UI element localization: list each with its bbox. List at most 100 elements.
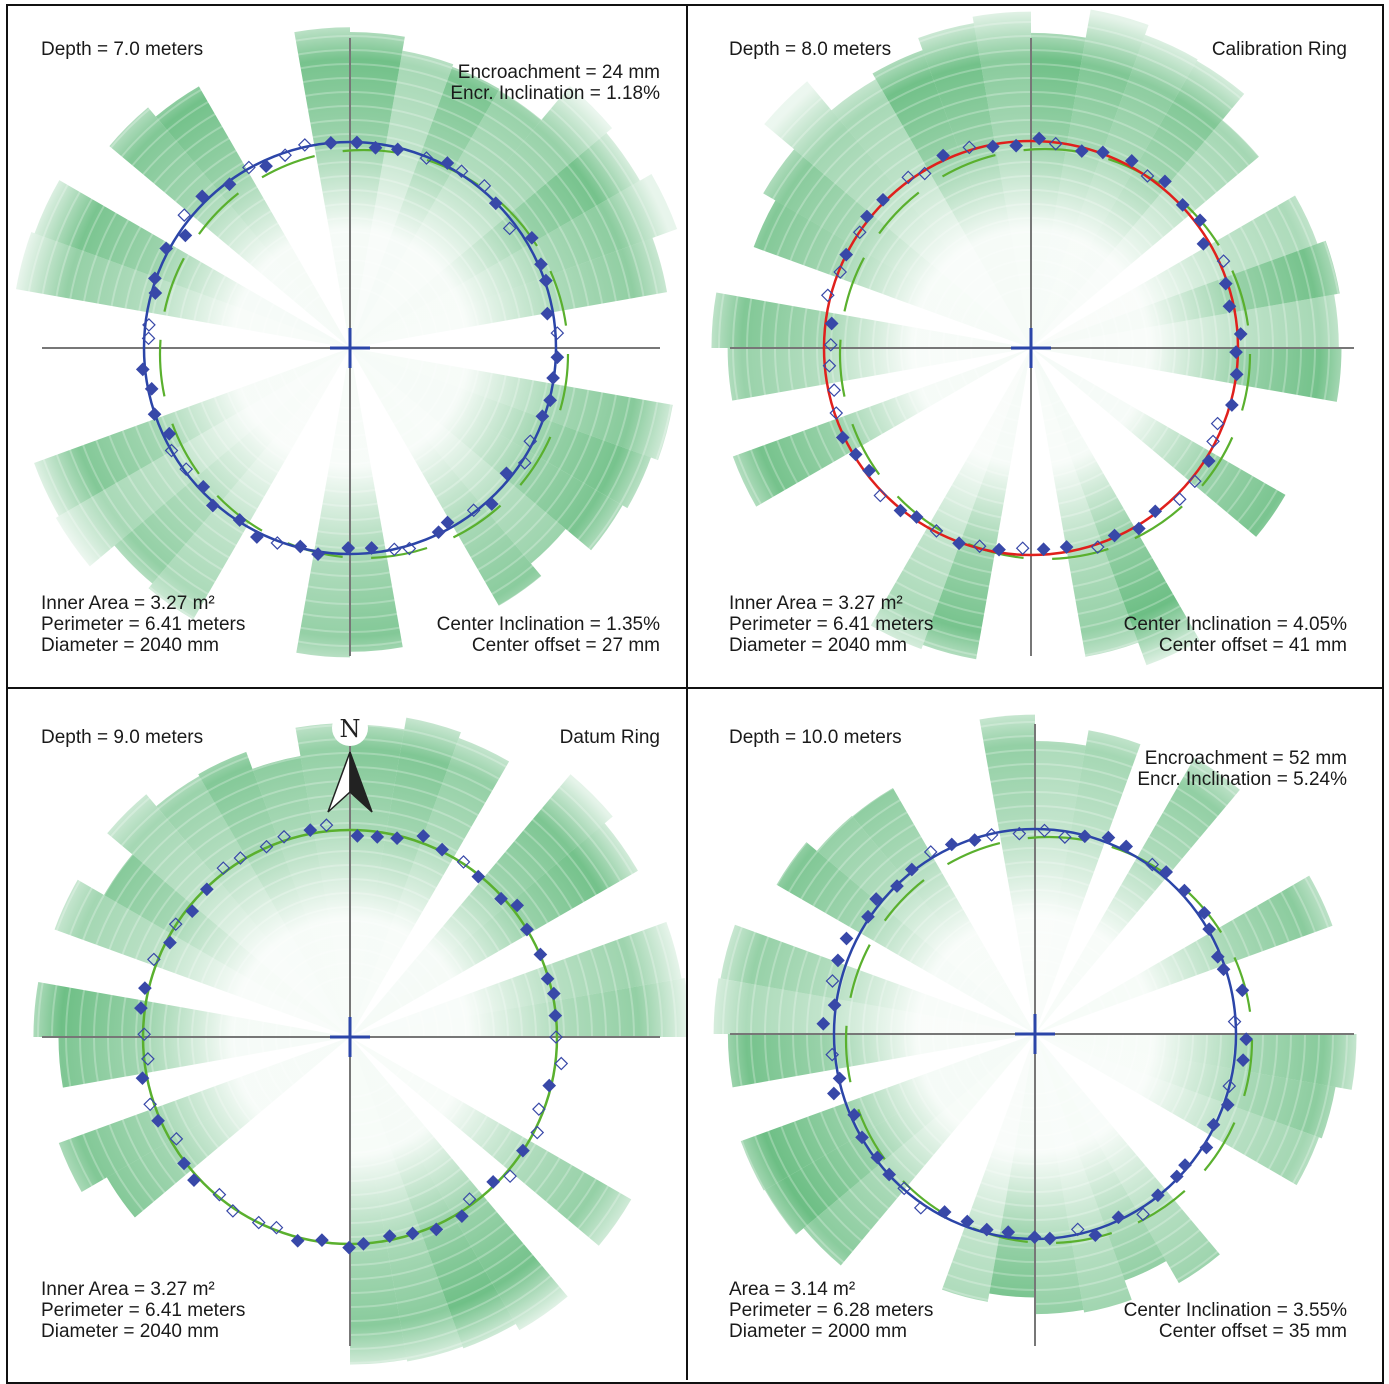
filled-diamond-marker [163,935,177,950]
filled-diamond-marker [1210,949,1225,964]
open-diamond-marker [1222,1079,1237,1093]
sonar-wedge [350,173,678,348]
filled-diamond-marker [1074,144,1089,158]
sonar-wedge [103,854,350,1037]
sonar-wedge [1035,730,1141,1034]
open-diamond-marker [833,265,848,279]
open-diamond-marker [820,288,835,303]
sonar-wedge [764,1034,1035,1235]
open-diamond-marker [466,503,481,518]
inner-area-label: Inner Area = 3.27 m² [41,1279,215,1300]
open-diamond-marker [146,952,161,967]
sonar-wedge [1031,348,1342,402]
filled-diamond-marker [1218,276,1233,291]
sonar-wedge [350,348,623,551]
sonar-wedge [872,50,1031,349]
open-diamond-marker [1015,541,1030,556]
dash-segment [1137,1190,1186,1224]
filled-diamond-marker [827,1086,841,1101]
open-diamond-marker [503,1169,517,1183]
sonar-wedge [350,85,613,349]
filled-diamond-marker [516,1143,530,1158]
sonar-wedge [1031,32,1086,348]
filled-diamond-marker [382,1229,397,1243]
sonar-wedge [1035,1034,1319,1186]
open-diamond-marker [1070,1222,1085,1237]
filled-diamond-marker [440,156,455,170]
sonar-wedge [1031,195,1318,348]
filled-diamond-marker [882,1167,897,1182]
open-diamond-marker [923,845,938,859]
panel-depth-9: N Depth = 9.0 meters Datum Ring Inner Ar… [8,692,686,1372]
filled-diamond-marker [890,879,904,893]
center-offset-label: Center offset = 27 mm [471,635,660,656]
sonar-wedge [803,1034,1035,1266]
measurement-markers [816,823,1254,1246]
sonar-wedge [114,348,351,584]
filled-diamond-marker [1101,830,1116,845]
inner-area-label: Inner Area = 3.27 m² [41,593,215,614]
sonar-plot [704,9,1358,675]
open-diamond-marker [550,326,565,340]
filled-diamond-marker [135,362,150,377]
filled-diamond-marker [550,350,565,365]
vertical-divider [686,4,688,1380]
filled-diamond-marker [303,823,318,837]
sonar-wedge [1031,240,1340,348]
filled-diamond-marker [1096,145,1110,160]
sonar-wedge [1035,1034,1336,1139]
filled-diamond-marker [159,241,174,256]
sonar-texture-ring [704,21,1358,675]
dash-segment [843,257,865,312]
filled-diamond-marker [1220,1098,1235,1112]
north-badge [332,710,368,746]
filled-diamond-marker [178,228,193,243]
filled-diamond-marker [356,1236,371,1251]
filled-diamond-marker [535,409,550,424]
sonar-wedge [350,132,640,348]
filled-diamond-marker [1077,829,1092,844]
filled-diamond-marker [222,177,237,192]
sonar-wedge [727,348,1031,401]
filled-diamond-marker [390,142,405,157]
sonar-wedge [816,815,1035,1034]
sonar-image [704,9,1358,675]
depth-label: Depth = 8.0 meters [729,39,892,60]
filled-diamond-marker [315,1233,329,1247]
sonar-wedge [350,1037,407,1365]
dash-segment [519,436,552,486]
measurement-markers [135,135,565,561]
open-diamond-marker [143,1097,157,1112]
filled-diamond-marker [816,1016,831,1031]
filled-diamond-marker [534,257,548,272]
open-diamond-marker [141,1052,155,1066]
dash-segment [1134,505,1183,540]
dash-segment [1231,270,1250,326]
filled-diamond-marker [848,447,863,462]
filled-diamond-marker [1151,1188,1165,1203]
open-diamond-marker [319,818,334,832]
dash-segment [1056,1232,1113,1244]
depth-label: Depth = 9.0 meters [41,727,204,748]
diameter-label: Diameter = 2040 mm [41,1321,219,1342]
filled-diamond-marker [904,862,919,877]
dash-segment [946,841,1001,866]
filled-diamond-marker [992,542,1006,557]
filled-diamond-marker [860,209,874,224]
sonar-plot: N [23,710,686,1365]
depth-label: Depth = 7.0 meters [41,39,204,60]
filled-diamond-marker [144,381,159,396]
dash-segment [1241,353,1252,411]
sonar-wedge [1035,1034,1357,1090]
filled-diamond-marker [1119,839,1134,854]
sonar-wedge [350,348,542,606]
center-inclination-label: Center Inclination = 3.55% [1123,1300,1347,1321]
open-diamond-marker [962,140,977,155]
sonar-wedge [350,1037,516,1349]
filled-diamond-marker [1175,198,1190,212]
sonar-wedge [34,348,351,517]
filled-diamond-marker [1159,865,1174,879]
dash-segment [171,423,200,475]
filled-diamond-marker [1027,1230,1042,1244]
open-diamond-marker [897,1181,912,1196]
